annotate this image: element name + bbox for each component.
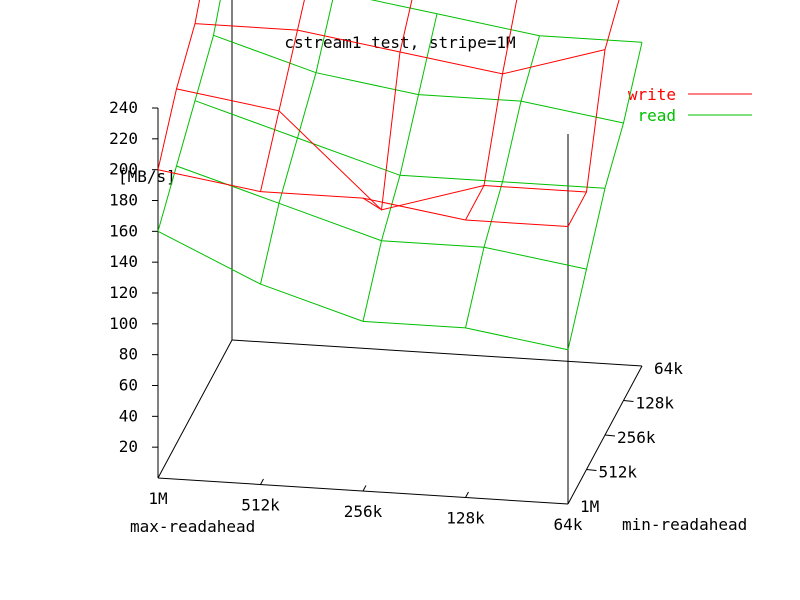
z-tick-label: 20	[119, 437, 138, 456]
write-surface-column	[465, 0, 518, 221]
surface-read	[157, 0, 643, 351]
y-tick-label: 128k	[636, 394, 675, 413]
z-tick-label: 60	[119, 376, 138, 395]
x-axis-label: max-readahead	[130, 517, 255, 536]
read-surface-column	[157, 0, 221, 232]
write-surface-column	[260, 0, 305, 192]
chart-title: cstream1 test, stripe=1M	[284, 33, 515, 52]
x-tick-label: 128k	[446, 509, 485, 528]
y-tick-mark	[623, 400, 634, 402]
read-surface-column	[260, 0, 334, 285]
read-surface-column	[362, 13, 438, 322]
x-tick-label: 64k	[554, 515, 583, 534]
x-tick-label: 256k	[344, 502, 383, 521]
z-tick-label: 140	[109, 252, 138, 271]
x-tick-mark	[260, 478, 264, 485]
x-tick-label: 512k	[241, 496, 280, 515]
x-tick-mark	[465, 491, 469, 498]
y-tick-label: 512k	[599, 463, 638, 482]
axes	[157, 0, 643, 505]
surface-write	[157, 0, 620, 227]
read-surface-row	[176, 165, 587, 270]
x-axis-ticks: 1M 512k 256k 128k 64k	[148, 478, 583, 534]
z-tick-label: 120	[109, 283, 138, 302]
y-tick-mark	[586, 469, 597, 471]
legend-label-write: write	[628, 85, 676, 104]
y-tick-label: 64k	[654, 359, 683, 378]
write-surface-column	[567, 0, 620, 227]
z-tick-label: 80	[119, 345, 138, 364]
z-tick-label: 200	[109, 160, 138, 179]
read-surface-row	[157, 230, 569, 351]
back-edge	[231, 339, 643, 367]
write-surface-column	[157, 0, 201, 170]
z-tick-label: 160	[109, 221, 138, 240]
z-axis-label: [MB/s]	[118, 167, 176, 186]
legend-label-read: read	[637, 106, 676, 125]
y-tick-label: 256k	[617, 428, 656, 447]
z-tick-label: 220	[109, 129, 138, 148]
write-surface-row	[176, 88, 587, 211]
x-tick-label: 1M	[148, 489, 167, 508]
legend: write read	[628, 85, 752, 125]
read-surface-column	[567, 42, 643, 350]
x-tick-mark	[362, 485, 367, 492]
z-tick-label: 180	[109, 191, 138, 210]
y-tick-label: 1M	[580, 497, 599, 516]
z-axis-ticks: 20 40 60 80 100 120 140 160 180 200 220 240	[109, 98, 158, 456]
y-tick-mark	[604, 434, 616, 437]
read-surface-column	[465, 35, 540, 329]
z-tick-label: 240	[109, 98, 138, 117]
y-axis-label: min-readahead	[622, 515, 747, 534]
z-tick-label: 100	[109, 314, 138, 333]
write-surface-column	[362, 0, 413, 211]
back-left-edge	[157, 339, 233, 479]
z-tick-label: 40	[119, 406, 138, 425]
